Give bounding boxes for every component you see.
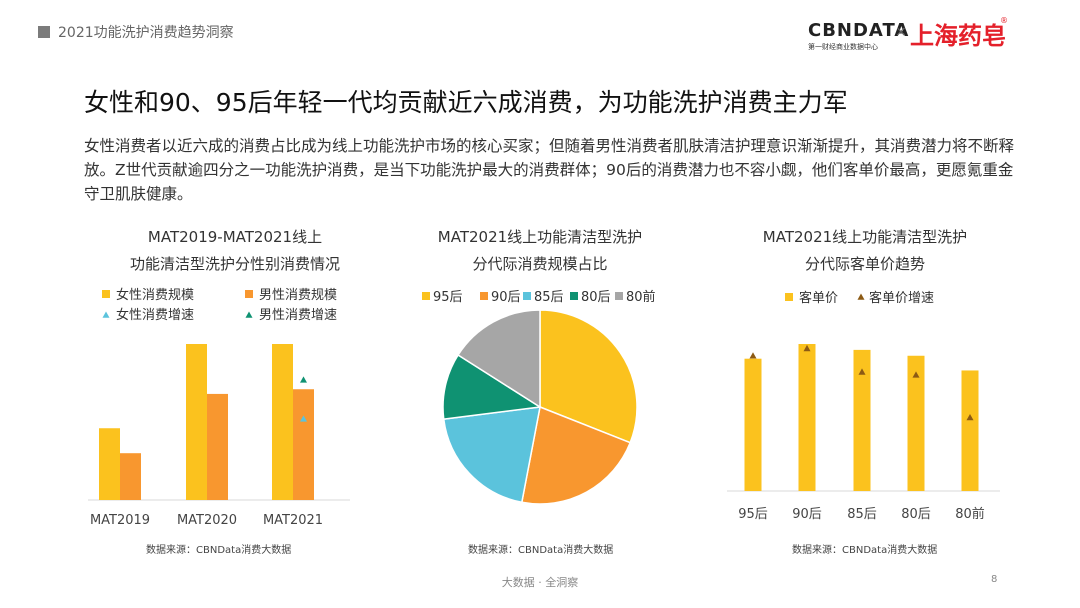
chart1-legend-label: 女性消费增速 xyxy=(116,307,194,323)
chart3-growth-marker xyxy=(966,414,974,421)
chart1-growth-marker xyxy=(300,376,307,383)
chart2-legend-label: 95后 xyxy=(433,290,463,305)
chart1-bar xyxy=(207,393,228,500)
chart1-legend-marker xyxy=(102,311,110,318)
chart2-legend-label: 80前 xyxy=(626,289,656,305)
page-number: 8 xyxy=(991,574,998,585)
chart2-source: 数据来源：CBNData消费大数据 xyxy=(468,545,614,556)
chart1-x-tick: MAT2019 xyxy=(90,513,150,528)
chart2-legend-label: 80后 xyxy=(581,290,611,305)
footer-text: 大数据 · 全洞察 xyxy=(501,576,579,589)
chart3-bar xyxy=(961,370,979,491)
chart3-growth-marker xyxy=(749,352,757,359)
chart1-title-line2: 功能清洁型洗护分性别消费情况 xyxy=(129,255,340,273)
chart1-title-line1: MAT2019-MAT2021线上 xyxy=(147,228,323,246)
chart1-x-tick: MAT2021 xyxy=(263,513,323,528)
chart2-title-line2: 分代际消费规模占比 xyxy=(472,255,608,273)
chart2-legend-swatch xyxy=(523,292,531,300)
chart3-bar xyxy=(744,358,762,491)
chart2-legend-label: 90后 xyxy=(491,290,521,305)
brand-logo: 上海药皂 xyxy=(910,22,1006,50)
chart2-legend-swatch xyxy=(570,292,578,300)
chart2-legend-swatch xyxy=(422,292,430,300)
chart3-x-tick: 80前 xyxy=(955,506,985,522)
chart1-legend-label: 男性消费规模 xyxy=(259,288,337,303)
chart3-growth-marker xyxy=(912,371,920,378)
chart1-bar xyxy=(99,428,120,500)
chart2-legend-label: 85后 xyxy=(534,290,564,305)
chart2-pie-slice xyxy=(457,309,541,409)
chart2-pie-slice xyxy=(539,309,638,444)
cbndata-logo: CBNDATA xyxy=(808,20,910,41)
chart1-legend-swatch xyxy=(245,290,253,298)
header-square-icon xyxy=(38,26,50,38)
chart1-bar xyxy=(186,344,207,500)
chart1-growth-marker xyxy=(300,415,307,422)
header-title: 2021功能洗护消费趋势洞察 xyxy=(58,25,234,41)
chart1-bar xyxy=(293,389,314,500)
chart3-x-tick: 85后 xyxy=(847,507,877,522)
chart3-x-tick: 90后 xyxy=(792,507,822,522)
chart1-title: MAT2019-MAT2021线上 功能清洁型洗护分性别消费情况 xyxy=(70,224,400,278)
chart3-source: 数据来源：CBNData消费大数据 xyxy=(792,545,938,556)
chart2-title: MAT2021线上功能清洁型洗护 分代际消费规模占比 xyxy=(395,224,685,278)
chart1-source: 数据来源：CBNData消费大数据 xyxy=(146,545,292,556)
logo-times-sign: × xyxy=(895,24,907,40)
chart2-legend-swatch xyxy=(615,292,623,300)
chart2-legend-swatch xyxy=(480,292,488,300)
chart1-legend-marker xyxy=(245,311,253,318)
chart3-price-bar: 客单价 客单价增速 95后 90后 85后 80后 80前 xyxy=(727,290,1000,522)
chart3-title-line1: MAT2021线上功能清洁型洗护 xyxy=(762,228,968,246)
chart3-legend-swatch xyxy=(785,293,793,301)
page-headline: 女性和90、95后年轻一代均贡献近六成消费，为功能洗护消费主力军 xyxy=(84,88,848,117)
registered-mark: ® xyxy=(1000,16,1008,25)
chart3-growth-marker xyxy=(858,368,866,375)
chart3-bar xyxy=(798,344,816,491)
chart3-x-tick: 95后 xyxy=(738,507,768,522)
chart1-x-tick: MAT2020 xyxy=(177,513,237,528)
chart3-x-tick: 80后 xyxy=(901,507,931,522)
chart2-title-line1: MAT2021线上功能清洁型洗护 xyxy=(437,228,643,246)
chart1-bar xyxy=(120,453,141,500)
cbndata-logo-subtitle: 第一财经商业数据中心 xyxy=(808,43,878,51)
chart1-legend-label: 男性消费增速 xyxy=(259,308,337,323)
chart3-legend-label: 客单价 xyxy=(799,290,838,306)
chart3-legend-marker xyxy=(857,293,865,300)
chart3-bar xyxy=(907,355,925,491)
chart2-pie-slice xyxy=(520,405,632,505)
chart3-title-line2: 分代际客单价趋势 xyxy=(804,255,925,273)
chart3-bar xyxy=(853,349,871,491)
chart1-legend-swatch xyxy=(102,290,110,298)
chart1-bar xyxy=(272,344,293,500)
chart2-pie-slice xyxy=(442,353,543,420)
chart3-legend-label: 客单价增速 xyxy=(869,290,934,306)
chart3-growth-marker xyxy=(803,344,811,352)
chart3-title: MAT2021线上功能清洁型洗护 分代际客单价趋势 xyxy=(710,224,1020,278)
chart2-pie-slice xyxy=(442,406,541,504)
page-description: 女性消费者以近六成的消费占比成为线上功能洗护市场的核心买家；但随着男性消费者肌肤… xyxy=(84,137,1015,203)
chart1-legend-label: 女性消费规模 xyxy=(116,287,194,303)
chart2-generation-pie: 95后 90后 85后 80后 80前 xyxy=(422,289,656,505)
